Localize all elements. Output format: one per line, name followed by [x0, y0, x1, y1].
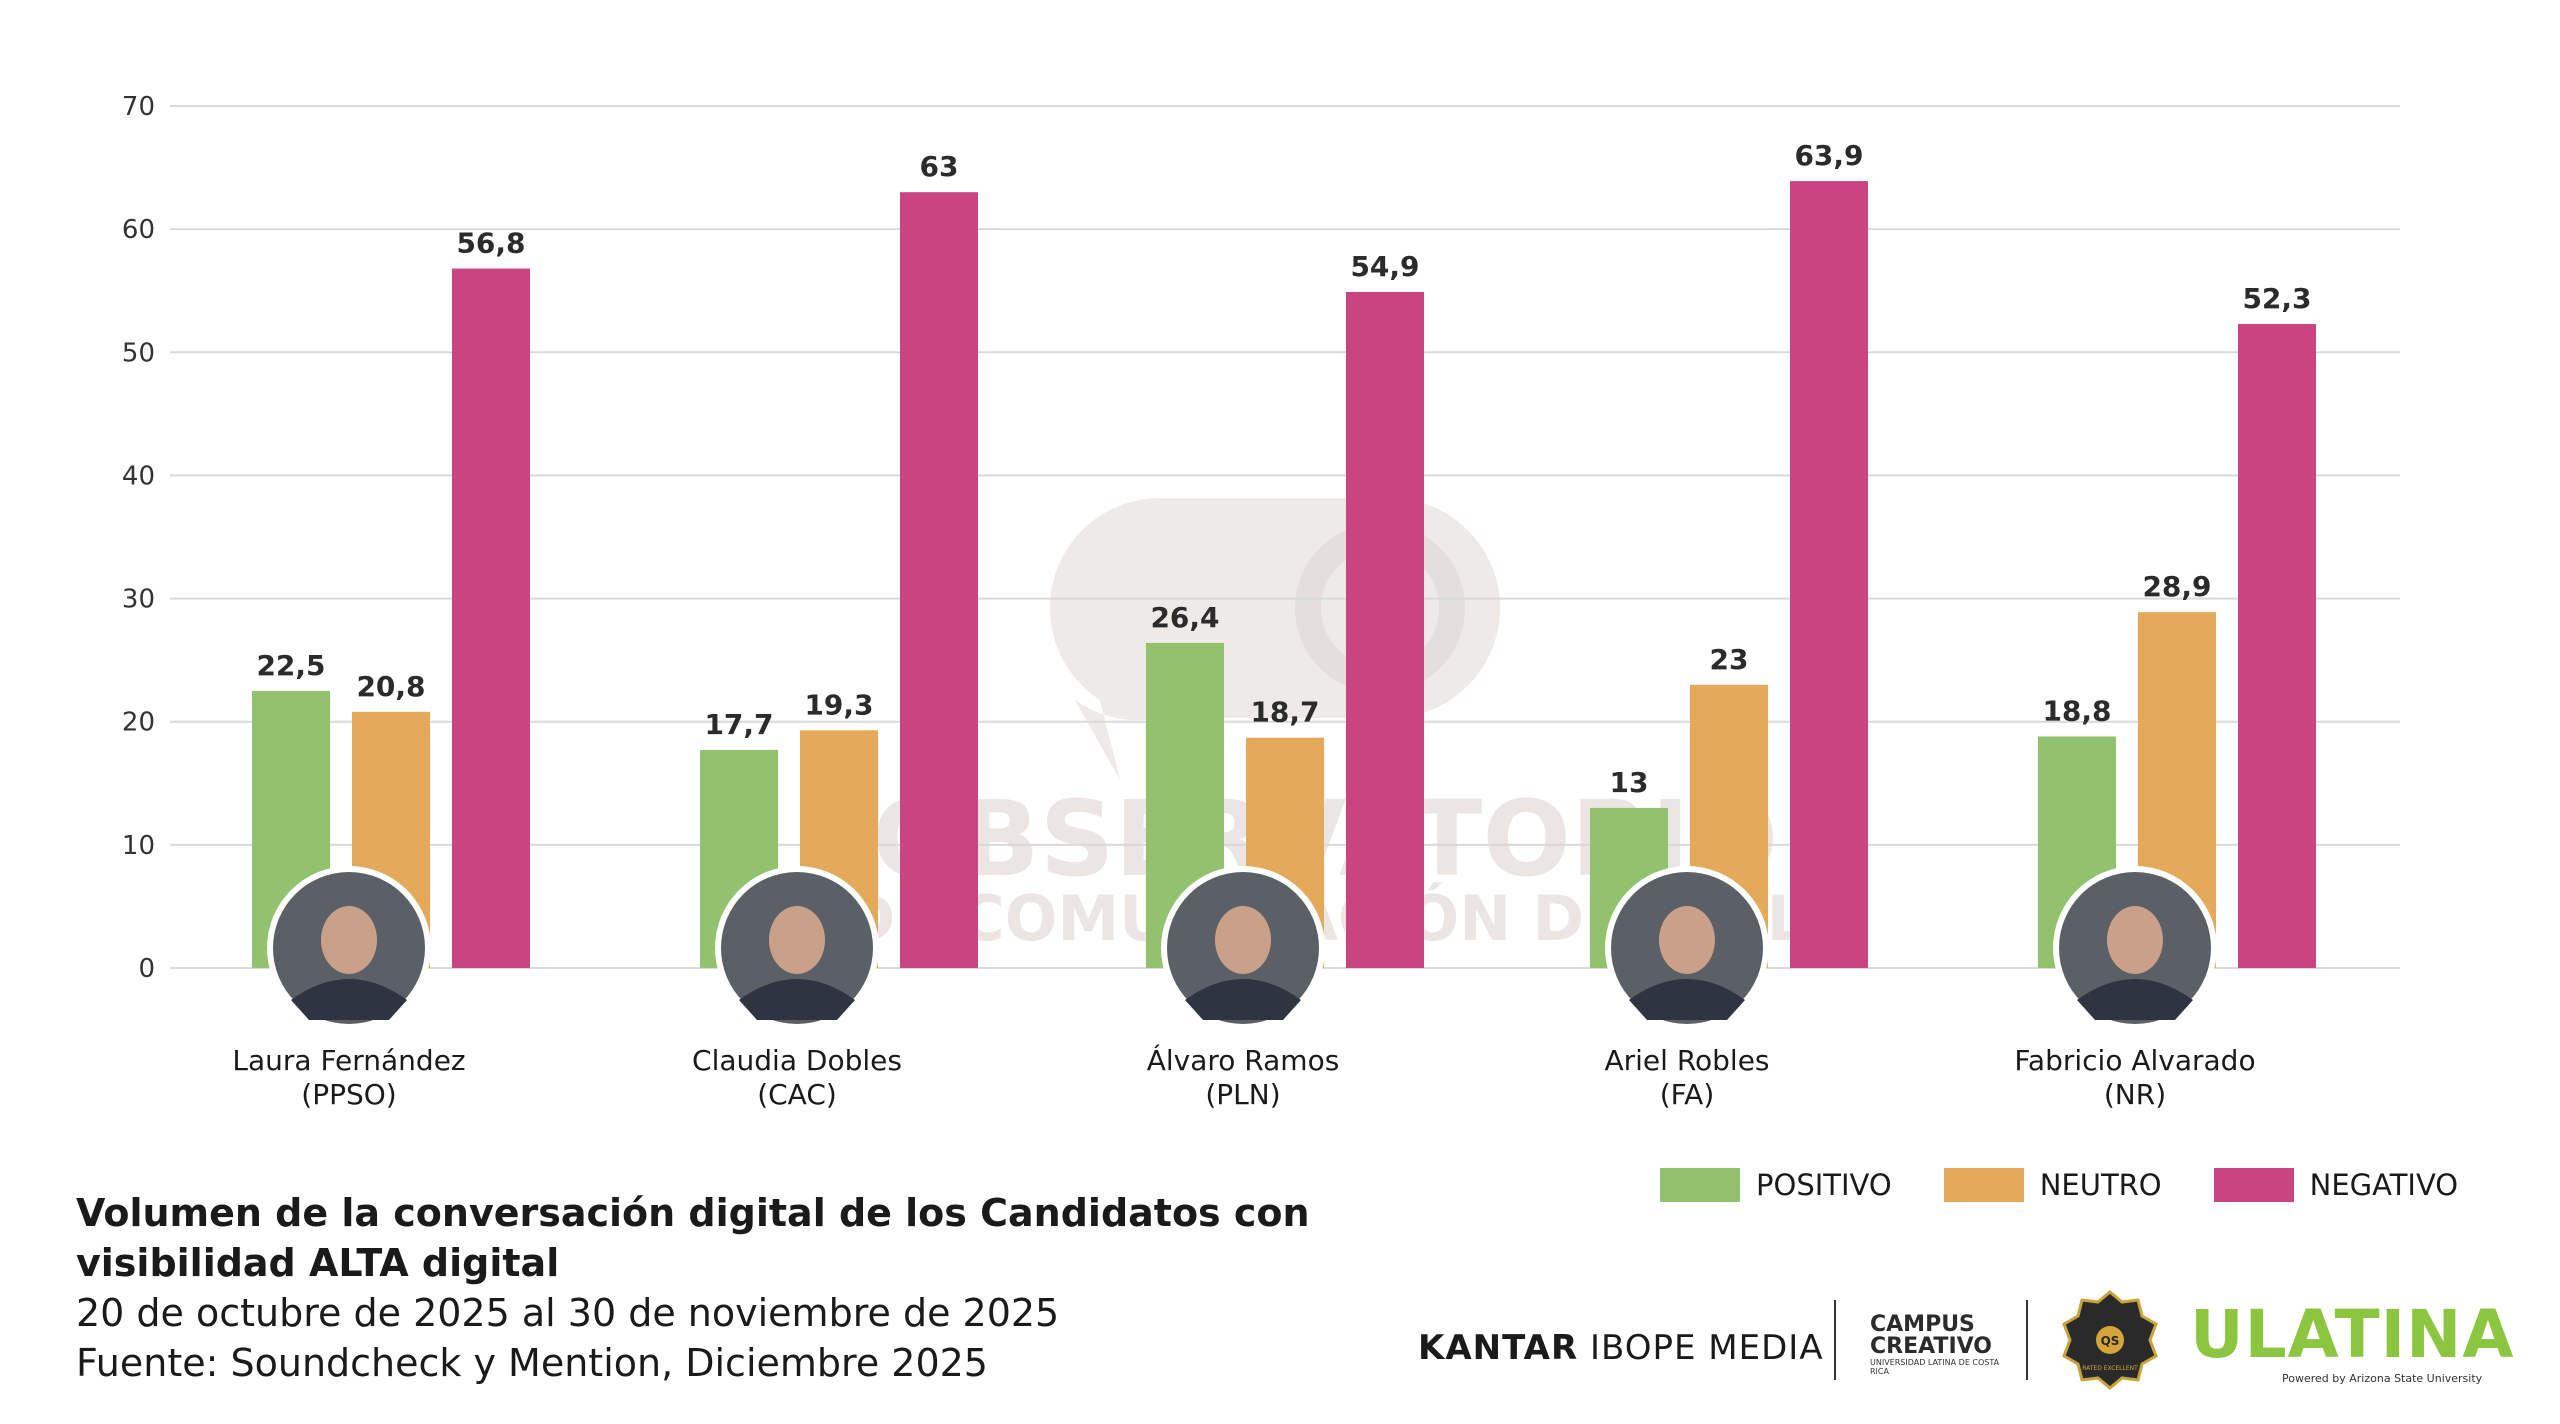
kantar-ibope-logo: KANTAR IBOPE MEDIA [1418, 1328, 1824, 1368]
value-label: 18,8 [2042, 694, 2111, 727]
y-tick-label: 0 [138, 954, 155, 984]
value-label: 19,3 [804, 688, 873, 721]
value-label: 63,9 [1794, 139, 1863, 172]
value-label: 23 [1710, 643, 1749, 676]
avatar-face [2107, 906, 2163, 974]
logo-divider [2026, 1300, 2028, 1380]
avatar-face [769, 906, 825, 974]
legend-item-positivo: POSITIVO [1660, 1168, 1892, 1202]
category-name: Claudia Dobles [692, 1044, 902, 1077]
value-label: 22,5 [256, 649, 325, 682]
bar-chart: OBSERVATORIO DE COMUNICACIÓN DIGITAL 010… [122, 92, 2400, 1111]
category-labels: Laura Fernández(PPSO) Claudia Dobles(CAC)… [232, 1043, 2255, 1111]
category-name: Ariel Robles [1604, 1044, 1769, 1077]
avatars [267, 866, 2217, 1030]
avatar-shoulders [2077, 979, 2193, 1020]
chart-title: Volumen de la conversación digital de lo… [76, 1191, 1310, 1285]
value-label: 54,9 [1350, 250, 1419, 283]
category-party: (PPSO) [301, 1078, 396, 1111]
legend-item-neutro: NEUTRO [1943, 1168, 2162, 1202]
avatar-face [1215, 906, 1271, 974]
title-block: Volumen de la conversación digital de lo… [76, 1188, 1326, 1388]
category-name: Laura Fernández [232, 1044, 465, 1077]
value-label: 52,3 [2242, 282, 2311, 315]
category-name: Álvaro Ramos [1147, 1043, 1340, 1077]
legend-swatch [1660, 1168, 1740, 1202]
avatar-shoulders [739, 979, 855, 1020]
logos-row: KANTAR IBOPE MEDIA CAMPUS CREATIVO UNIVE… [1410, 1290, 2514, 1400]
value-label: 13 [1610, 766, 1649, 799]
category-party: (CAC) [757, 1078, 837, 1111]
value-labels: 22,5 20,8 56,8 17,7 19,3 63 26,4 18,7 54,9 13 23 63… [256, 139, 2311, 799]
avatar-shoulders [1629, 979, 1745, 1020]
value-label: 56,8 [456, 227, 525, 260]
value-label: 28,9 [2142, 570, 2211, 603]
bar-negativo [452, 268, 530, 968]
avatar-shoulders [291, 979, 407, 1020]
value-label: 26,4 [1150, 601, 1219, 634]
legend-label: NEUTRO [2039, 1168, 2162, 1202]
y-tick-label: 20 [122, 708, 155, 738]
y-axis: 0 10 20 30 40 50 60 70 [122, 92, 155, 984]
y-tick-label: 30 [122, 585, 155, 615]
avatar-face [321, 906, 377, 974]
y-tick-label: 70 [122, 92, 155, 122]
bar-negativo [2238, 323, 2316, 968]
value-label: 18,7 [1250, 696, 1319, 729]
chart-subtitle: 20 de octubre de 2025 al 30 de noviembre… [76, 1291, 1060, 1335]
legend-swatch [2213, 1168, 2294, 1202]
campus-creativo-logo: CAMPUS CREATIVO UNIVERSIDAD LATINA DE CO… [1870, 1312, 2000, 1377]
bar-negativo [1790, 181, 1868, 969]
category-party: (NR) [2104, 1078, 2166, 1111]
legend-label: NEGATIVO [2309, 1168, 2459, 1202]
bar-negativo [1346, 291, 1424, 969]
ulatina-logo: ULATINA Powered by Arizona State Univers… [2190, 1296, 2515, 1385]
chart-source: Fuente: Soundcheck y Mention, Diciembre … [76, 1341, 988, 1385]
category-party: (FA) [1660, 1078, 1715, 1111]
legend-item-negativo: NEGATIVO [2213, 1168, 2459, 1202]
avatar-face [1659, 906, 1715, 974]
svg-text:QS: QS [2101, 1334, 2120, 1348]
y-tick-label: 40 [122, 461, 155, 491]
legend-label: POSITIVO [1756, 1168, 1892, 1202]
svg-text:RATED EXCELLENT: RATED EXCELLENT [2082, 1365, 2138, 1372]
value-label: 17,7 [704, 708, 773, 741]
logo-divider [1834, 1300, 1836, 1380]
rated-excellent-badge-icon: QS RATED EXCELLENT [2062, 1290, 2158, 1390]
category-name: Fabricio Alvarado [2014, 1044, 2255, 1077]
legend: POSITIVO NEUTRO NEGATIVO [1660, 1168, 2458, 1202]
y-tick-label: 10 [122, 831, 155, 861]
grid-lines [170, 105, 2400, 969]
value-label: 20,8 [356, 670, 425, 703]
category-party: (PLN) [1205, 1078, 1280, 1111]
bar-negativo [900, 192, 978, 968]
value-label: 63 [920, 150, 959, 183]
y-tick-label: 50 [122, 338, 155, 368]
y-tick-label: 60 [122, 215, 155, 245]
legend-swatch [1943, 1168, 2024, 1202]
avatar-shoulders [1185, 979, 1301, 1020]
